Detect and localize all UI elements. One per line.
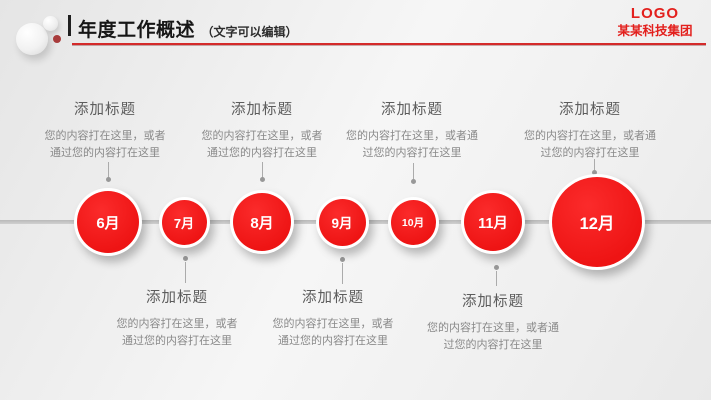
block-body-line2[interactable]: 通过您的内容打在这里 [122,335,232,347]
title-accent-bar [68,15,71,36]
block-body-line1[interactable]: 您的内容打在这里，或者 [116,318,238,330]
block-title[interactable]: 添加标题 [381,102,443,118]
block-body-line1[interactable]: 您的内容打在这里，或者通 [427,322,559,334]
block-body-line2[interactable]: 通过您的内容打在这里 [207,147,317,159]
connector-dot-bottom-sep [339,257,345,262]
block-title[interactable]: 添加标题 [74,102,136,118]
month-circle-nov[interactable]: 11月 [461,190,525,254]
connector-dot-top-aug [259,177,265,182]
logo: LOGO 某某科技集团 [609,5,701,39]
page-subtitle[interactable]: （文字可以编辑） [201,25,298,39]
block-body-line1[interactable]: 您的内容打在这里，或者 [201,130,323,142]
connector-line-bottom-sep [341,263,343,284]
block-body-line2[interactable]: 过您的内容打在这里 [362,147,462,159]
connector-dot-top-dec [591,170,597,175]
text-block-top-aug[interactable]: 添加标题 您的内容打在这里，或者 通过您的内容打在这里 [174,98,350,162]
block-title[interactable]: 添加标题 [302,290,364,306]
connector-dot-bottom-jul [182,256,188,261]
month-label-oct: 10月 [390,199,436,245]
text-block-bottom-sep[interactable]: 添加标题 您的内容打在这里，或者 通过您的内容打在这里 [245,286,421,350]
logo-text: LOGO [630,5,680,22]
month-circle-dec[interactable]: 12月 [549,174,645,270]
logo-company-name: 某某科技集团 [617,23,693,38]
month-circle-sep[interactable]: 9月 [315,195,369,249]
block-title[interactable]: 添加标题 [231,102,293,118]
block-body-line2[interactable]: 通过您的内容打在这里 [278,335,388,347]
connector-line-top-dec [593,159,595,170]
month-label-jul: 7月 [161,199,207,245]
decor-sphere-large [16,23,48,55]
month-circle-jun[interactable]: 6月 [74,188,142,256]
block-title[interactable]: 添加标题 [462,294,524,310]
block-body-line1[interactable]: 您的内容打在这里，或者通 [346,130,478,142]
month-label-nov: 11月 [464,193,522,251]
block-body-line1[interactable]: 您的内容打在这里，或者 [44,130,166,142]
month-circle-aug[interactable]: 8月 [230,190,294,254]
block-title[interactable]: 添加标题 [146,290,208,306]
connector-line-top-jun [107,162,109,178]
block-body-line1[interactable]: 您的内容打在这里，或者 [272,318,394,330]
header-divider-line [72,43,706,45]
decor-sphere-small [43,16,58,31]
text-block-top-jun[interactable]: 添加标题 您的内容打在这里，或者 通过您的内容打在这里 [17,98,193,162]
text-block-bottom-nov[interactable]: 添加标题 您的内容打在这里，或者通 过您的内容打在这里 [405,290,581,354]
decor-red-dot [53,35,61,43]
block-title[interactable]: 添加标题 [559,102,621,118]
month-circle-oct[interactable]: 10月 [387,196,439,248]
month-label-aug: 8月 [233,193,291,251]
connector-dot-top-jun [105,177,111,182]
connector-line-top-aug [261,162,263,178]
text-block-top-dec[interactable]: 添加标题 您的内容打在这里，或者通 过您的内容打在这里 [502,98,678,162]
page-title[interactable]: 年度工作概述 [78,20,196,41]
month-circle-jul[interactable]: 7月 [158,196,210,248]
block-body-line2[interactable]: 过您的内容打在这里 [443,339,543,351]
header: 年度工作概述 （文字可以编辑） [78,15,297,42]
block-body-line1[interactable]: 您的内容打在这里，或者通 [524,130,656,142]
connector-line-bottom-jul [184,262,186,283]
month-label-sep: 9月 [318,198,366,246]
connector-line-bottom-nov [495,271,497,286]
block-body-line2[interactable]: 通过您的内容打在这里 [50,147,160,159]
month-label-dec: 12月 [552,177,642,267]
connector-line-top-oct [412,163,414,179]
text-block-top-oct[interactable]: 添加标题 您的内容打在这里，或者通 过您的内容打在这里 [324,98,500,162]
connector-dot-top-oct [410,179,416,184]
text-block-bottom-jul[interactable]: 添加标题 您的内容打在这里，或者 通过您的内容打在这里 [89,286,265,350]
month-label-jun: 6月 [77,191,139,253]
connector-dot-bottom-nov [493,265,499,270]
block-body-line2[interactable]: 过您的内容打在这里 [540,147,640,159]
